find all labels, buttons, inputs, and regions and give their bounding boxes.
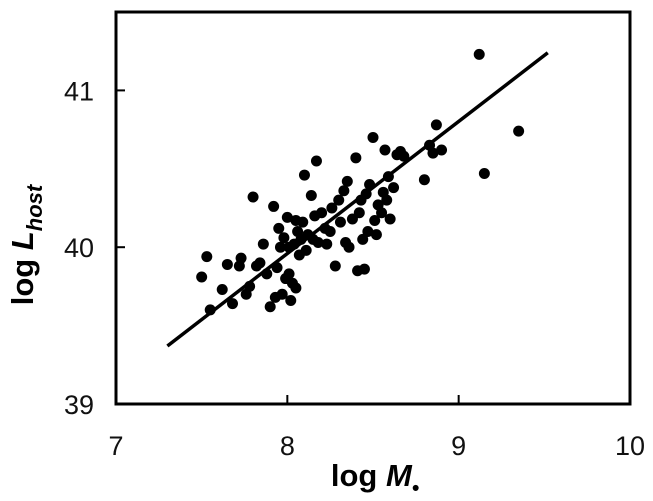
data-point — [298, 169, 310, 181]
data-point — [478, 168, 490, 180]
data-point — [247, 191, 259, 203]
data-point — [353, 207, 365, 219]
data-point — [227, 298, 239, 310]
data-point — [360, 188, 372, 200]
data-point — [362, 226, 374, 238]
data-point — [333, 194, 345, 206]
data-point — [312, 236, 324, 248]
y-axis-label: log Lhost — [5, 183, 47, 305]
data-point — [367, 131, 379, 143]
data-point — [271, 262, 283, 274]
data-point — [334, 216, 346, 228]
data-point — [290, 282, 302, 294]
data-point — [357, 233, 369, 245]
data-point — [382, 171, 394, 183]
x-tick-label: 10 — [615, 431, 645, 461]
tick-labels: 7 8 9 10 39 40 41 — [64, 76, 645, 461]
plot-frame — [114, 10, 632, 406]
data-point — [358, 263, 370, 275]
data-point — [388, 182, 400, 194]
data-point — [204, 304, 216, 316]
data-point — [268, 200, 280, 212]
data-point — [369, 215, 381, 227]
data-point — [376, 207, 388, 219]
data-point — [341, 175, 353, 187]
data-point — [329, 260, 341, 272]
data-point — [257, 238, 269, 250]
data-point — [324, 226, 336, 238]
y-tick-label: 41 — [64, 76, 94, 106]
data-point — [513, 125, 525, 137]
x-tick-label: 7 — [108, 431, 123, 461]
data-point — [283, 268, 295, 280]
data-point — [473, 48, 485, 60]
data-point — [350, 152, 362, 164]
data-point — [326, 202, 338, 214]
x-axis-label: log M• — [331, 458, 419, 500]
data-point — [300, 244, 312, 256]
y-tick-label: 40 — [64, 233, 94, 263]
data-point — [370, 229, 382, 241]
data-point — [338, 185, 350, 197]
data-point — [285, 295, 297, 307]
data-point — [343, 241, 355, 253]
plot-area — [114, 10, 632, 406]
data-point — [221, 258, 233, 270]
data-point — [418, 174, 430, 186]
data-point — [196, 271, 208, 283]
data-point — [310, 155, 322, 167]
y-tick-label: 39 — [64, 390, 94, 420]
data-point — [381, 194, 393, 206]
data-point — [427, 147, 439, 159]
data-point — [235, 252, 247, 264]
data-point — [216, 284, 228, 296]
data-point — [274, 241, 286, 253]
data-point — [278, 232, 290, 244]
data-point — [244, 280, 256, 292]
data-point — [297, 216, 309, 228]
data-point — [384, 213, 396, 225]
data-point — [276, 288, 288, 300]
data-point — [379, 144, 391, 156]
data-point — [273, 222, 285, 234]
data-point — [283, 241, 295, 253]
data-point — [281, 211, 293, 223]
data-point — [201, 251, 213, 263]
data-point — [430, 119, 442, 131]
data-point — [254, 257, 266, 269]
data-point — [316, 207, 328, 219]
data-point — [321, 238, 333, 250]
data-point — [364, 178, 376, 190]
x-tick-label: 9 — [451, 431, 466, 461]
data-point — [305, 189, 317, 201]
x-tick-label: 8 — [280, 431, 295, 461]
data-point — [436, 144, 448, 156]
data-point — [261, 268, 273, 280]
data-point — [264, 301, 276, 313]
data-point — [398, 150, 410, 162]
